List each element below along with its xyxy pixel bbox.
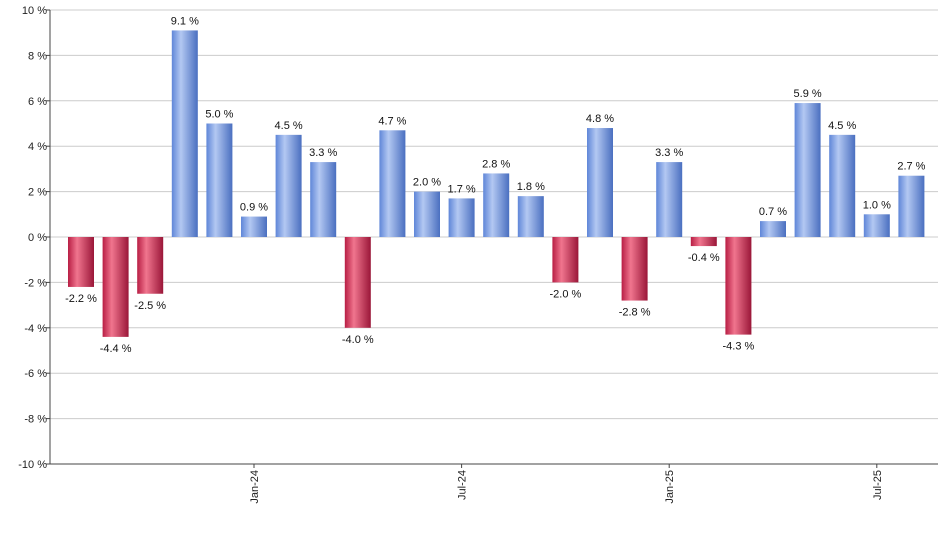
bar: [137, 237, 164, 294]
bar: [171, 30, 198, 238]
bar-value-label: 3.3 %: [655, 147, 683, 159]
bar: [241, 216, 267, 237]
y-tick-label: -10 %: [18, 459, 47, 471]
bar-value-label: 1.8 %: [517, 181, 545, 193]
axes: [49, 10, 938, 465]
bar: [310, 162, 337, 237]
bar: [206, 123, 233, 237]
bar-value-label: 2.0 %: [413, 177, 441, 189]
bar-value-label: -2.5 %: [134, 300, 166, 312]
bar: [517, 196, 544, 237]
bar-value-label: 2.8 %: [482, 158, 510, 170]
y-tick-label: -2 %: [24, 277, 47, 289]
bar: [552, 237, 579, 283]
bar: [448, 198, 475, 237]
bar: [656, 162, 683, 237]
bar-value-label: 9.1 %: [171, 15, 199, 27]
bar: [760, 221, 786, 237]
y-tick-label: 4 %: [28, 141, 47, 153]
bar: [379, 130, 406, 237]
bar-value-label: 4.5 %: [275, 120, 303, 132]
bar: [794, 103, 821, 237]
bar-value-label: -0.4 %: [688, 252, 720, 264]
x-tick-label: Jul-25: [872, 470, 884, 500]
bar: [414, 191, 440, 237]
bar: [483, 173, 510, 237]
bar-value-label: 4.7 %: [378, 115, 406, 127]
bar-value-label: 0.9 %: [240, 202, 268, 214]
y-tick-label: 6 %: [28, 96, 47, 108]
bar-value-label: -2.8 %: [619, 307, 651, 319]
bar-value-label: 4.8 %: [586, 113, 614, 125]
x-tick-label: Jul-24: [457, 470, 469, 500]
x-tick-label: Jan-24: [249, 470, 261, 504]
bar-value-label: -4.0 %: [342, 334, 374, 346]
y-tick-label: 2 %: [28, 187, 47, 199]
bar: [863, 214, 890, 237]
bar-value-label: 3.3 %: [309, 147, 337, 159]
bar-value-label: -2.2 %: [65, 293, 97, 305]
bar: [344, 237, 371, 328]
bar-value-label: -4.4 %: [100, 343, 132, 355]
bar-value-label: 5.0 %: [205, 109, 233, 121]
bar: [68, 237, 94, 287]
bars: [68, 30, 925, 337]
bar: [690, 237, 717, 247]
bar-value-label: 1.7 %: [448, 183, 476, 195]
bar-value-label: 1.0 %: [863, 199, 891, 211]
y-axis-ticks: 10 % 8 % 6 % 4 % 2 % 0 % -2 % -4 % -6 % -8 % -10 %: [18, 5, 50, 471]
bar-value-label: 2.7 %: [897, 161, 925, 173]
y-tick-label: 10 %: [22, 5, 47, 17]
bar: [587, 128, 613, 237]
data-labels: -2.2 % -4.4 % -2.5 % 9.1 % 5.0 % 0.9 % 4.5 % 3.…: [65, 15, 926, 354]
bar: [725, 237, 752, 335]
bar-value-label: 4.5 %: [828, 120, 856, 132]
y-tick-label: -8 %: [24, 414, 47, 426]
x-tick-label: Jan-25: [664, 470, 676, 504]
bar: [102, 237, 129, 337]
y-tick-label: -4 %: [24, 323, 47, 335]
bar-value-label: 5.9 %: [794, 88, 822, 100]
bar-value-label: -2.0 %: [550, 288, 582, 300]
bar: [275, 134, 302, 237]
bar-value-label: -4.3 %: [723, 341, 755, 353]
bar: [621, 237, 648, 301]
bar-value-label: 0.7 %: [759, 206, 787, 218]
y-tick-label: -6 %: [24, 368, 47, 380]
y-tick-label: 8 %: [28, 50, 47, 62]
x-axis-ticks: Jan-24 Jul-24 Jan-25 Jul-25: [249, 464, 884, 504]
y-tick-label: 0 %: [28, 232, 47, 244]
bar: [898, 175, 925, 237]
bar: [829, 134, 856, 237]
